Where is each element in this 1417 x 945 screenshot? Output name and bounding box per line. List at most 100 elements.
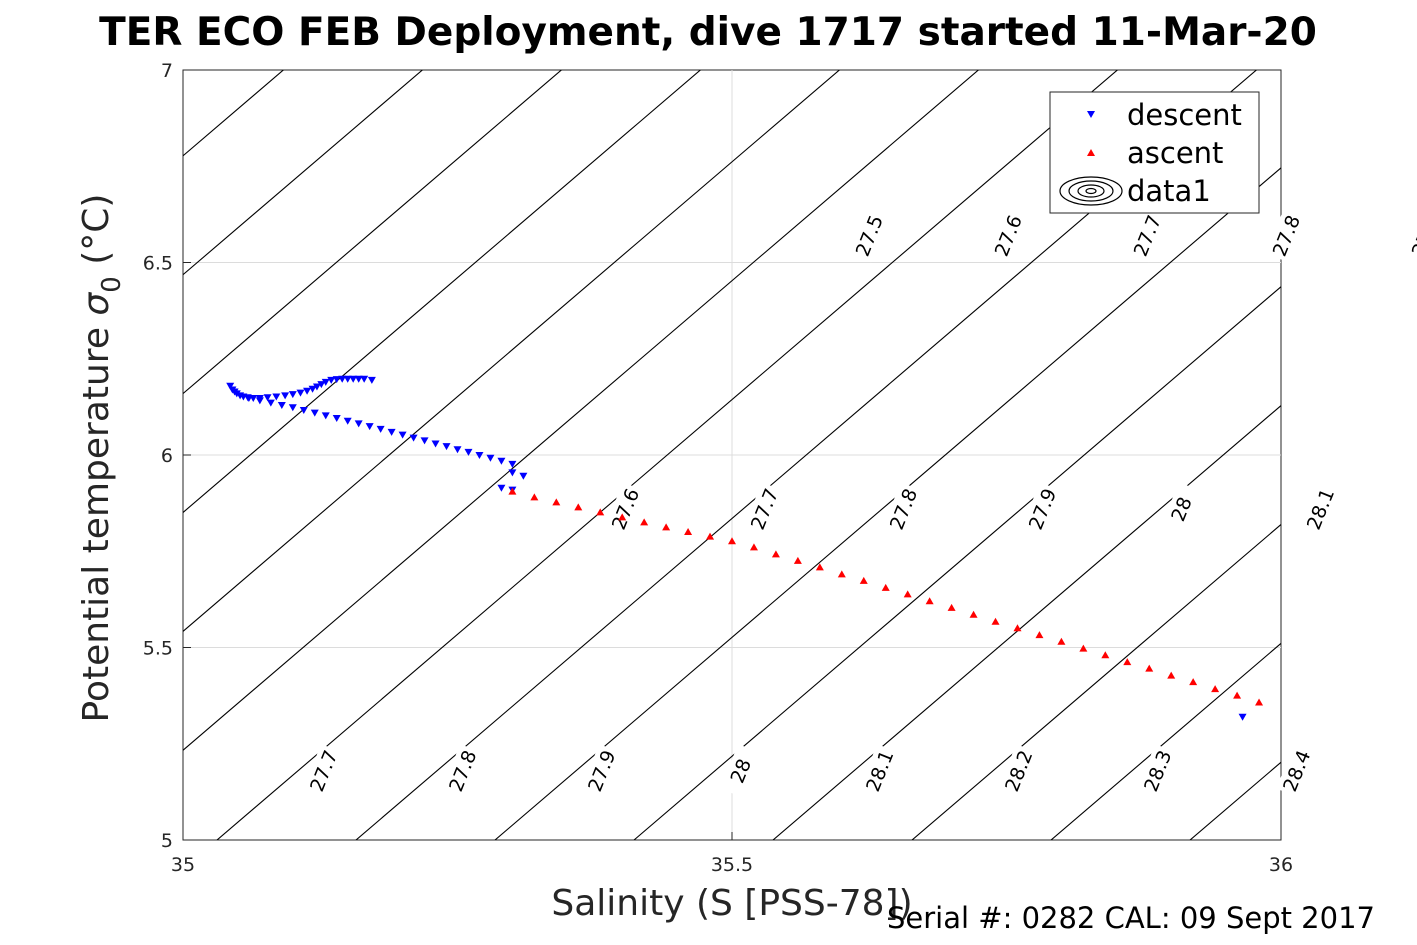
descent-marker — [312, 383, 321, 391]
ascent-marker — [1189, 678, 1198, 686]
descent-marker — [321, 412, 330, 420]
density-contour-line — [494, 167, 1281, 840]
descent-marker — [367, 376, 376, 384]
density-contour-line — [183, 70, 563, 395]
ascent-marker — [1101, 651, 1110, 659]
ascent-marker — [991, 617, 1000, 625]
x-tick-label: 35 — [171, 854, 195, 876]
ascent-marker — [815, 563, 824, 571]
descent-marker — [486, 454, 495, 462]
descent-marker — [303, 387, 312, 395]
density-contour-line — [633, 286, 1281, 840]
density-contour-line — [1050, 642, 1281, 840]
descent-marker — [299, 406, 308, 414]
ascent-marker — [574, 503, 583, 511]
descent-marker — [497, 457, 506, 465]
axis-ticks: 35 35.5 36 5 5.5 6 6.5 7 — [143, 60, 1293, 876]
grid-lines — [183, 70, 1281, 840]
descent-marker — [519, 472, 528, 480]
ascent-marker — [508, 487, 517, 495]
descent-marker — [442, 443, 451, 451]
descent-marker — [464, 448, 473, 456]
density-contour-line — [183, 70, 980, 751]
x-axis-label: Salinity (S [PSS-78]) — [551, 883, 912, 924]
ascent-marker — [552, 498, 561, 506]
ascent-marker — [881, 583, 890, 591]
legend-descent-marker — [1087, 111, 1095, 118]
descent-marker — [508, 460, 517, 468]
descent-marker — [327, 376, 336, 384]
descent-marker — [310, 409, 319, 417]
legend-contour-icon — [1059, 176, 1123, 206]
ascent-marker — [1145, 664, 1154, 672]
descent-marker — [360, 375, 369, 383]
legend-ascent-marker — [1087, 149, 1095, 156]
ascent-marker — [793, 556, 802, 564]
descent-marker — [332, 415, 341, 423]
density-contour-line — [911, 523, 1281, 840]
ascent-marker — [1013, 624, 1022, 632]
legend-data1-label: data1 — [1127, 174, 1211, 208]
contour-label: 28 — [1160, 482, 1202, 536]
y-tick-label: 5 — [161, 830, 173, 852]
descent-marker — [338, 375, 347, 383]
descent-marker — [349, 375, 358, 383]
ascent-marker — [947, 603, 956, 611]
descent-marker — [296, 389, 305, 397]
legend-ascent-label: ascent — [1127, 136, 1223, 170]
descent-marker — [288, 404, 297, 412]
density-contours — [183, 70, 1281, 840]
descent-marker — [453, 446, 462, 454]
density-contour-line — [183, 70, 424, 276]
descent-marker — [332, 376, 341, 384]
descent-marker — [263, 394, 272, 402]
descent-marker — [343, 375, 352, 383]
y-axis-label: Potential temperature σ0 (°C) — [76, 194, 127, 723]
y-tick-label: 6.5 — [143, 253, 173, 275]
ascent-marker — [925, 597, 934, 605]
density-contour-line — [183, 70, 841, 633]
descent-marker — [232, 390, 241, 398]
ascent-marker — [749, 543, 758, 551]
descent-marker — [226, 382, 235, 390]
descent-marker — [244, 395, 253, 403]
contour-label: 27.9 — [1404, 208, 1417, 263]
descent-marker — [409, 434, 418, 442]
descent-marker — [343, 417, 352, 425]
descent-marker — [508, 469, 517, 477]
descent-marker — [308, 385, 317, 393]
descent-marker — [281, 392, 290, 400]
chart-title: TER ECO FEB Deployment, dive 1717 starte… — [99, 10, 1317, 55]
y-tick-label: 7 — [161, 60, 173, 82]
ascent-marker — [1123, 658, 1132, 666]
density-contour-line — [216, 70, 1119, 840]
descent-marker — [288, 391, 297, 399]
y-tick-label: 5.5 — [143, 638, 173, 660]
ascent-marker — [1211, 685, 1220, 693]
ascent-marker — [662, 523, 671, 531]
ascent-marker — [1167, 671, 1176, 679]
ascent-marker — [969, 610, 978, 618]
descent-marker — [475, 452, 484, 459]
y-tick-label: 6 — [161, 445, 173, 467]
descent-marker — [387, 428, 396, 436]
ascent-marker — [1057, 637, 1066, 645]
descent-marker — [365, 423, 374, 431]
descent-marker — [321, 378, 330, 386]
ascent-marker — [728, 537, 736, 545]
descent-marker — [266, 399, 275, 407]
density-contour-line — [183, 70, 702, 514]
descent-marker — [277, 401, 286, 409]
ascent-marker — [903, 590, 912, 598]
ascent-marker — [1255, 698, 1264, 706]
ascent-marker — [837, 570, 846, 578]
descent-marker — [420, 437, 429, 445]
ascent-marker — [1079, 644, 1088, 652]
serial-cal-footer: Serial #: 0282 CAL: 09 Sept 2017 — [887, 901, 1375, 935]
descent-marker — [398, 431, 407, 439]
descent-marker — [354, 420, 363, 428]
x-tick-label: 36 — [1269, 854, 1293, 876]
density-contour-line — [772, 404, 1281, 840]
ascent-marker — [530, 493, 539, 501]
